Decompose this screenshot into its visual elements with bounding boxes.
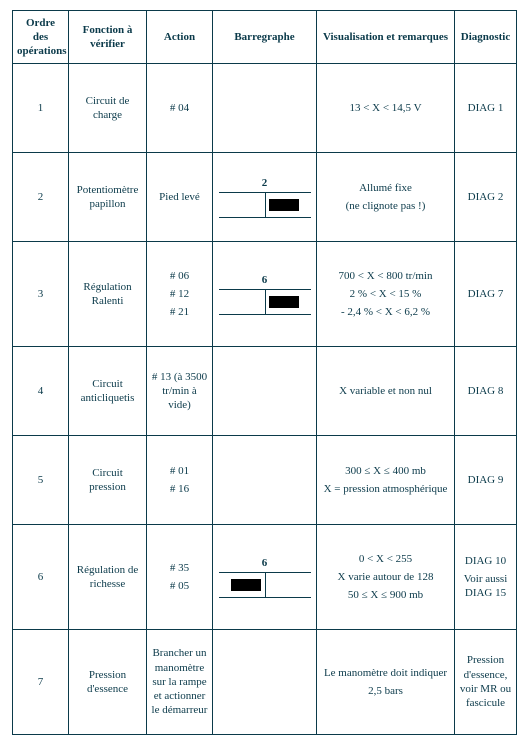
bargraph-body: [219, 192, 311, 218]
cell-func: Pression d'essence: [69, 630, 147, 735]
vis-line: 300 ≤ X ≤ 400 mb: [321, 464, 450, 478]
vis-line: Le manomètre doit indiquer: [321, 666, 450, 680]
cell-diag: DIAG 7: [455, 242, 517, 347]
table-row: 6 Régulation de richesse # 35 # 05 6: [13, 525, 517, 630]
header-bar: Barregraphe: [213, 11, 317, 64]
cell-func: Régulation de richesse: [69, 525, 147, 630]
table-row: 4 Circuit anticliquetis # 13 (à 3500 tr/…: [13, 347, 517, 436]
cell-diag: DIAG 8: [455, 347, 517, 436]
cell-order: 3: [13, 242, 69, 347]
header-vis: Visualisation et remarques: [317, 11, 455, 64]
cell-func: Potentiomètre papillon: [69, 153, 147, 242]
vis-line: (ne clignote pas !): [321, 199, 450, 213]
cell-vis: X variable et non nul: [317, 347, 455, 436]
cell-diag: Pression d'essence, voir MR ou fascicule: [455, 630, 517, 735]
table-header-row: Ordre des opérations Fonction à vérifier…: [13, 11, 517, 64]
action-line: # 16: [151, 482, 208, 496]
header-action: Action: [147, 11, 213, 64]
cell-vis: 0 < X < 255 X varie autour de 128 50 ≤ X…: [317, 525, 455, 630]
vis-line: 700 < X < 800 tr/min: [321, 269, 450, 283]
cell-bar: 6: [213, 242, 317, 347]
action-line: # 12: [151, 287, 208, 301]
cell-vis: 300 ≤ X ≤ 400 mb X = pression atmosphéri…: [317, 436, 455, 525]
bargraph-body: [219, 289, 311, 315]
cell-order: 4: [13, 347, 69, 436]
vis-line: - 2,4 % < X < 6,2 %: [321, 305, 450, 319]
cell-order: 7: [13, 630, 69, 735]
bargraph-block: [231, 579, 261, 591]
bargraph-label: 6: [219, 556, 311, 570]
cell-func: Régulation Ralenti: [69, 242, 147, 347]
action-line: # 05: [151, 579, 208, 593]
cell-order: 6: [13, 525, 69, 630]
bargraph: 6: [219, 273, 311, 315]
cell-action: # 04: [147, 64, 213, 153]
cell-bar: [213, 436, 317, 525]
header-func: Fonction à vérifier: [69, 11, 147, 64]
action-line: # 35: [151, 561, 208, 575]
bargraph-label: 2: [219, 176, 311, 190]
cell-bar: [213, 64, 317, 153]
cell-bar: 6: [213, 525, 317, 630]
bargraph: 2: [219, 176, 311, 218]
diag-line: Voir aussi DIAG 15: [459, 572, 512, 601]
action-line: # 06: [151, 269, 208, 283]
vis-line: X varie autour de 128: [321, 570, 450, 584]
bargraph-block: [269, 199, 299, 211]
cell-diag: DIAG 1: [455, 64, 517, 153]
table-row: 2 Potentiomètre papillon Pied levé 2 All…: [13, 153, 517, 242]
table-row: 5 Circuit pression # 01 # 16 300 ≤ X ≤ 4…: [13, 436, 517, 525]
cell-action: # 35 # 05: [147, 525, 213, 630]
table-row: 7 Pression d'essence Brancher un manomèt…: [13, 630, 517, 735]
header-order: Ordre des opérations: [13, 11, 69, 64]
vis-line: 2,5 bars: [321, 684, 450, 698]
bargraph-block: [269, 296, 299, 308]
cell-order: 2: [13, 153, 69, 242]
cell-diag: DIAG 10 Voir aussi DIAG 15: [455, 525, 517, 630]
cell-vis: 13 < X < 14,5 V: [317, 64, 455, 153]
cell-bar: [213, 630, 317, 735]
vis-line: Allumé fixe: [321, 181, 450, 195]
cell-bar: [213, 347, 317, 436]
cell-action: # 06 # 12 # 21: [147, 242, 213, 347]
cell-vis: Allumé fixe (ne clignote pas !): [317, 153, 455, 242]
cell-bar: 2: [213, 153, 317, 242]
page-wrapper: Ordre des opérations Fonction à vérifier…: [0, 0, 528, 745]
diagnostic-table: Ordre des opérations Fonction à vérifier…: [12, 10, 517, 735]
vis-line: 50 ≤ X ≤ 900 mb: [321, 588, 450, 602]
table-row: 1 Circuit de charge # 04 13 < X < 14,5 V…: [13, 64, 517, 153]
bargraph-body: [219, 572, 311, 598]
cell-action: Pied levé: [147, 153, 213, 242]
cell-order: 5: [13, 436, 69, 525]
cell-order: 1: [13, 64, 69, 153]
vis-line: X = pression atmosphérique: [321, 482, 450, 496]
header-diag: Diagnostic: [455, 11, 517, 64]
vis-line: 0 < X < 255: [321, 552, 450, 566]
cell-diag: DIAG 2: [455, 153, 517, 242]
cell-action: Brancher un manomètre sur la rampe et ac…: [147, 630, 213, 735]
cell-diag: DIAG 9: [455, 436, 517, 525]
action-line: # 21: [151, 305, 208, 319]
cell-func: Circuit de charge: [69, 64, 147, 153]
cell-func: Circuit pression: [69, 436, 147, 525]
cell-action: # 13 (à 3500 tr/min à vide): [147, 347, 213, 436]
cell-func: Circuit anticliquetis: [69, 347, 147, 436]
table-row: 3 Régulation Ralenti # 06 # 12 # 21 6: [13, 242, 517, 347]
cell-vis: Le manomètre doit indiquer 2,5 bars: [317, 630, 455, 735]
action-line: # 01: [151, 464, 208, 478]
cell-vis: 700 < X < 800 tr/min 2 % < X < 15 % - 2,…: [317, 242, 455, 347]
bargraph-label: 6: [219, 273, 311, 287]
cell-action: # 01 # 16: [147, 436, 213, 525]
bargraph: 6: [219, 556, 311, 598]
diag-line: DIAG 10: [459, 554, 512, 568]
vis-line: 2 % < X < 15 %: [321, 287, 450, 301]
